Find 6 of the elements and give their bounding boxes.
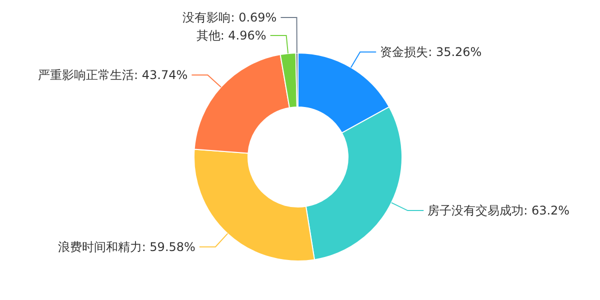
slice-label: 房子没有交易成功: 63.2% <box>428 204 570 218</box>
slice-label: 其他: 4.96% <box>196 28 266 43</box>
slice-label: 浪费时间和精力: 59.58% <box>58 240 196 254</box>
slice-label: 资金损失: 35.26% <box>380 44 482 59</box>
slice-label: 没有影响: 0.69% <box>182 10 277 25</box>
slice-label: 严重影响正常生活: 43.74% <box>38 68 188 82</box>
